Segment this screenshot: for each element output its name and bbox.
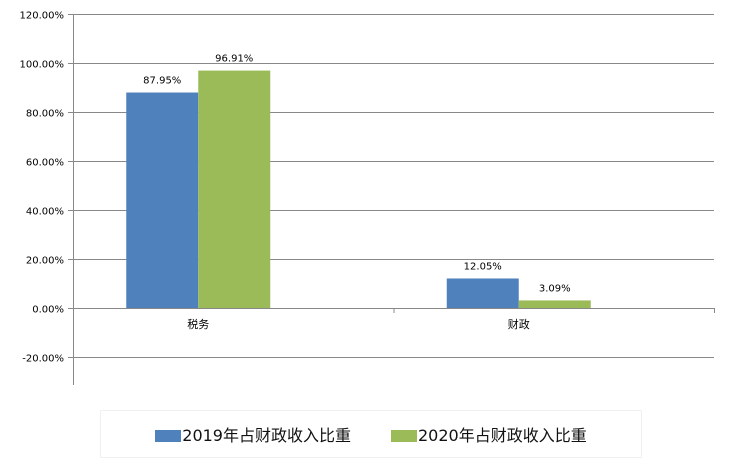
y-tick-label: 40.00% [26,207,64,218]
legend-item-2019: 2019年占财政收入比重 [155,422,351,446]
data-label: 12.05% [464,261,502,272]
legend-swatch-2020 [391,430,417,442]
y-tick-label: 0.00% [32,305,64,316]
legend-label-2020: 2020年占财政收入比重 [418,426,587,445]
y-tick-label: 120.00% [20,11,65,22]
y-tick-label: 100.00% [20,60,65,71]
x-category-label: 税务 [187,317,209,331]
data-label: 96.91% [215,54,253,65]
y-tick-label: 60.00% [26,158,64,169]
legend-swatch-2019 [155,430,182,442]
legend: 2019年占财政收入比重 2020年占财政收入比重 [100,410,642,458]
bar-2020 [198,70,271,309]
x-category-label: 财政 [508,317,530,331]
bar-2019 [446,278,519,308]
y-tick-label: 20.00% [26,256,64,267]
bar-2019 [126,92,199,309]
legend-item-2020: 2020年占财政收入比重 [391,422,587,446]
data-label: 3.09% [539,283,571,294]
legend-label-2019: 2019年占财政收入比重 [182,426,351,445]
bar-2020 [518,300,591,308]
y-tick-label: 80.00% [26,109,64,120]
y-tick-label: -20.00% [22,354,64,365]
data-label: 87.95% [143,76,181,87]
